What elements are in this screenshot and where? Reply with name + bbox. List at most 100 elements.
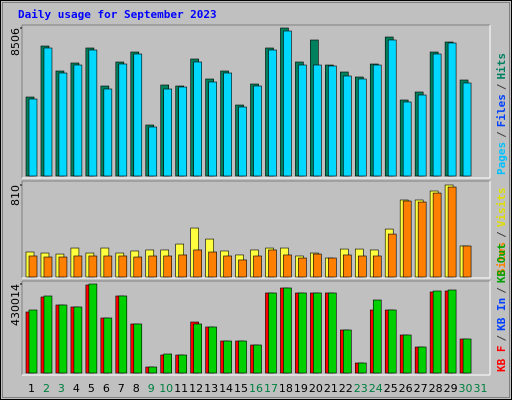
x-tick-label: 20	[309, 382, 323, 395]
bar	[343, 75, 352, 177]
x-tick-label: 27	[414, 382, 428, 395]
bar	[417, 201, 427, 278]
bar	[58, 256, 68, 278]
x-tick-label: 18	[279, 382, 293, 395]
x-tick-label: 9	[148, 382, 155, 395]
bar	[178, 254, 187, 278]
bar	[178, 354, 187, 374]
x-tick-label: 11	[174, 382, 188, 395]
legend: Sites / Visits	[495, 188, 508, 276]
bar	[118, 63, 128, 177]
bar	[103, 317, 113, 374]
bar	[43, 295, 53, 374]
y-tick-label: 810	[9, 185, 22, 206]
bar	[163, 88, 173, 177]
bar	[238, 259, 247, 278]
legend-item: KB F	[495, 346, 508, 373]
bar	[357, 255, 367, 278]
legend: Pages / Files / Hits	[495, 53, 508, 175]
bar	[432, 290, 442, 374]
bar	[447, 42, 457, 177]
bar	[88, 255, 98, 278]
legend-item: Files	[495, 94, 508, 127]
bar	[43, 47, 53, 177]
bar	[387, 39, 397, 177]
bar	[298, 64, 307, 177]
bar	[283, 287, 292, 374]
x-tick-label: 15	[234, 382, 248, 395]
bar	[28, 255, 38, 278]
x-tick-label: 26	[399, 382, 413, 395]
x-tick-label: 14	[219, 382, 233, 395]
bar	[223, 72, 232, 177]
bar	[133, 323, 143, 374]
x-tick-label: 3	[58, 382, 65, 395]
bar	[73, 64, 83, 177]
x-tick-label: 8	[133, 382, 140, 395]
legend: KB F / KB In / KB Out	[495, 243, 508, 372]
bar	[118, 255, 128, 278]
bar	[417, 94, 427, 177]
bar	[328, 292, 337, 374]
x-tick-label: 7	[118, 382, 125, 395]
bar	[28, 309, 38, 374]
bar	[298, 257, 307, 278]
x-tick-label: 19	[294, 382, 308, 395]
x-tick-label: 1	[28, 382, 35, 395]
bar	[298, 292, 307, 374]
bar	[223, 340, 232, 374]
x-tick-label: 13	[204, 382, 218, 395]
x-tick-label: 2	[43, 382, 50, 395]
legend-item: KB In	[495, 298, 508, 331]
bar	[268, 249, 277, 278]
bar	[253, 255, 262, 278]
legend-item: KB Out	[495, 243, 508, 283]
legend-item: /	[495, 335, 508, 342]
bar	[103, 255, 113, 278]
bar	[343, 254, 352, 278]
bar	[148, 126, 158, 177]
legend-item: Hits	[495, 53, 508, 80]
bar	[283, 30, 292, 177]
x-tick-label: 4	[73, 382, 80, 395]
bar	[163, 353, 173, 374]
bar	[133, 256, 143, 278]
bar	[43, 256, 53, 278]
bar	[133, 53, 143, 177]
bar	[103, 88, 113, 177]
bar	[328, 65, 337, 177]
bar	[268, 292, 277, 374]
bar	[28, 98, 38, 177]
bar	[387, 233, 397, 278]
bar	[193, 323, 202, 374]
bar	[88, 283, 98, 374]
bar	[462, 338, 472, 374]
bar	[357, 78, 367, 177]
legend-item: /	[495, 131, 508, 138]
bar	[208, 326, 217, 374]
x-tick-label: 21	[324, 382, 338, 395]
bar	[238, 340, 247, 374]
x-tick-label: 17	[264, 382, 278, 395]
bar	[402, 200, 412, 278]
bar	[208, 81, 217, 177]
x-tick-label: 29	[444, 382, 458, 395]
bar	[268, 49, 277, 177]
bar	[253, 85, 262, 177]
bar	[357, 362, 367, 374]
bar	[58, 304, 68, 374]
y-tick-label: 8506	[9, 28, 22, 56]
bar	[88, 49, 98, 177]
x-tick-label: 31	[474, 382, 488, 395]
bar	[58, 72, 68, 177]
bar	[343, 329, 352, 374]
bar	[462, 82, 472, 177]
bar	[372, 64, 382, 177]
bar	[313, 253, 322, 278]
bar	[447, 186, 457, 278]
x-tick-label: 6	[103, 382, 110, 395]
bar	[432, 192, 442, 278]
